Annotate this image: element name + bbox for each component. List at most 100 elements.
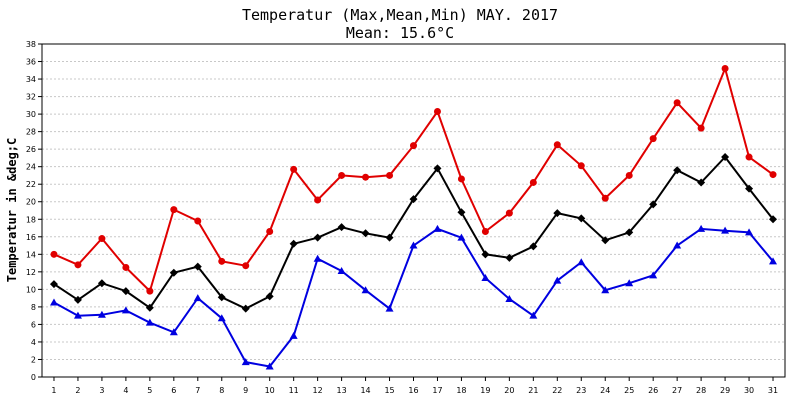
x-tick-label: 3 bbox=[99, 386, 104, 395]
y-tick-label: 24 bbox=[26, 163, 36, 172]
x-tick-label: 27 bbox=[672, 386, 682, 395]
chart-title: Temperatur (Max,Mean,Min) MAY. 2017 bbox=[241, 6, 559, 24]
series-layer bbox=[49, 65, 778, 370]
series-2-point bbox=[97, 310, 106, 318]
series-2-point bbox=[457, 233, 466, 241]
series-2-point bbox=[481, 273, 490, 281]
series-1-point bbox=[385, 233, 394, 242]
x-tick-label: 26 bbox=[648, 386, 658, 395]
series-0-point bbox=[218, 257, 226, 265]
y-tick-label: 2 bbox=[31, 355, 36, 364]
x-tick-label: 1 bbox=[51, 386, 56, 395]
series-0-point bbox=[74, 261, 82, 269]
x-tick-label: 8 bbox=[219, 386, 224, 395]
series-1-point bbox=[769, 215, 778, 224]
y-tick-label: 22 bbox=[26, 180, 36, 189]
y-tick-label: 18 bbox=[26, 215, 36, 224]
y-tick-label: 32 bbox=[26, 93, 36, 102]
series-2-point bbox=[145, 318, 154, 326]
series-1-point bbox=[241, 304, 250, 313]
y-tick-label: 4 bbox=[31, 338, 36, 347]
x-tick-label: 12 bbox=[313, 386, 323, 395]
series-2-point bbox=[217, 314, 226, 322]
y-tick-label: 26 bbox=[26, 145, 36, 154]
x-tick-label: 17 bbox=[432, 386, 442, 395]
y-tick-label: 34 bbox=[26, 75, 36, 84]
series-2-point bbox=[361, 286, 370, 294]
series-2-point bbox=[433, 224, 442, 232]
x-tick-label: 9 bbox=[243, 386, 248, 395]
x-tick-label: 31 bbox=[768, 386, 778, 395]
series-0-point bbox=[386, 171, 394, 179]
y-tick-label: 36 bbox=[26, 58, 36, 67]
series-1-point bbox=[289, 239, 298, 248]
series-0-point bbox=[314, 196, 322, 204]
series-2-point bbox=[697, 224, 706, 232]
series-1-point bbox=[553, 209, 562, 218]
series-0-point bbox=[601, 194, 609, 202]
series-2-point bbox=[241, 358, 250, 366]
series-1-point bbox=[409, 195, 418, 204]
chart-subtitle: Mean: 15.6°C bbox=[345, 24, 455, 42]
series-0-point bbox=[50, 250, 58, 258]
series-0-point bbox=[194, 217, 202, 225]
y-tick-label: 10 bbox=[26, 285, 36, 294]
y-tick-label: 20 bbox=[26, 198, 36, 207]
series-2-point bbox=[313, 254, 322, 262]
series-2-point bbox=[601, 286, 610, 294]
x-tick-label: 2 bbox=[75, 386, 80, 395]
series-1-point bbox=[721, 153, 730, 162]
series-1-point bbox=[673, 166, 682, 175]
series-2-point bbox=[265, 362, 274, 370]
series-2-point bbox=[553, 276, 562, 284]
series-1-point bbox=[745, 184, 754, 193]
series-0-point bbox=[242, 262, 250, 270]
series-0-point bbox=[529, 178, 537, 186]
series-1-point bbox=[121, 287, 130, 296]
y-tick-label: 0 bbox=[31, 373, 36, 382]
series-0-point bbox=[290, 165, 298, 173]
series-1-point bbox=[97, 279, 106, 288]
series-2-point bbox=[193, 294, 202, 302]
x-tick-label: 21 bbox=[528, 386, 538, 395]
series-2-point bbox=[505, 295, 514, 303]
y-tick-label: 12 bbox=[26, 268, 36, 277]
x-tick-label: 14 bbox=[360, 386, 370, 395]
series-1-point bbox=[73, 295, 82, 304]
x-tick-label: 15 bbox=[384, 386, 394, 395]
series-2-point bbox=[121, 306, 130, 314]
y-tick-label: 14 bbox=[26, 250, 36, 259]
x-tick-label: 18 bbox=[456, 386, 466, 395]
x-tick-label: 29 bbox=[720, 386, 730, 395]
series-0-point bbox=[505, 209, 513, 217]
series-1-point bbox=[313, 233, 322, 242]
x-tick-label: 13 bbox=[337, 386, 347, 395]
x-tick-label: 10 bbox=[265, 386, 275, 395]
series-0-point bbox=[649, 135, 657, 143]
series-0-point bbox=[122, 263, 130, 271]
y-tick-label: 38 bbox=[26, 40, 36, 49]
series-2-point bbox=[649, 271, 658, 279]
series-0-point bbox=[170, 206, 178, 214]
series-0-point bbox=[338, 171, 346, 179]
series-1-point bbox=[217, 293, 226, 302]
series-1-point bbox=[433, 164, 442, 173]
x-tick-label: 24 bbox=[600, 386, 610, 395]
series-1-point bbox=[193, 262, 202, 271]
series-0-point bbox=[146, 287, 154, 295]
series-line-0 bbox=[53, 65, 774, 293]
series-0-point bbox=[457, 175, 465, 183]
series-0-point bbox=[362, 173, 370, 181]
series-0-point bbox=[673, 99, 681, 107]
series-2-point bbox=[73, 311, 82, 319]
series-1-point bbox=[601, 236, 610, 245]
series-0-point bbox=[266, 228, 274, 236]
x-tick-label: 16 bbox=[408, 386, 418, 395]
y-tick-label: 28 bbox=[26, 128, 36, 137]
series-2-point bbox=[577, 258, 586, 266]
series-2-point bbox=[721, 226, 730, 234]
series-0-point bbox=[697, 124, 705, 132]
series-2-point bbox=[337, 266, 346, 274]
